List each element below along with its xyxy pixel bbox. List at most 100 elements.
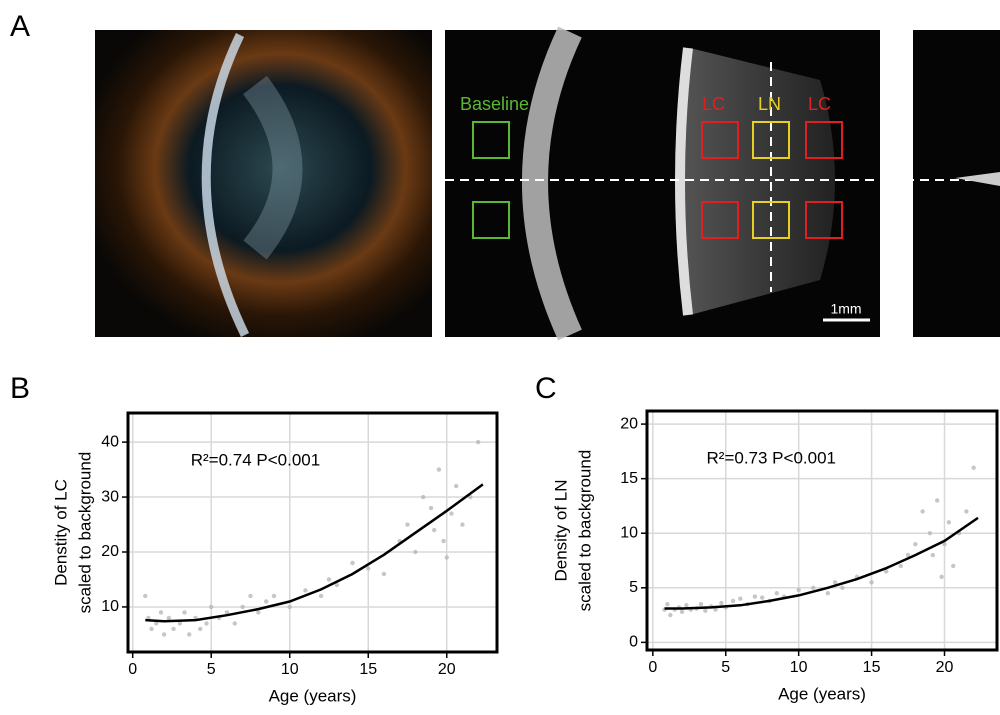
x-tick-label: 20	[438, 661, 456, 678]
plot-area	[128, 413, 497, 652]
data-point	[232, 621, 237, 626]
annotation: R²=0.74 P<0.001	[191, 450, 320, 469]
y-tick-label: 30	[101, 488, 119, 505]
x-tick-label: 10	[281, 661, 299, 678]
data-point	[350, 560, 355, 566]
slit-lamp-photo	[95, 30, 432, 337]
x-tick-label: 15	[863, 659, 881, 676]
data-point	[240, 604, 245, 610]
data-point	[946, 520, 952, 525]
data-point	[421, 494, 426, 500]
lens	[680, 48, 835, 315]
data-point	[920, 509, 925, 514]
x-tick-label: 0	[648, 659, 657, 676]
data-point	[224, 610, 230, 615]
data-point	[760, 595, 765, 600]
data-point	[951, 563, 956, 569]
data-point	[449, 511, 454, 516]
data-point	[913, 541, 918, 547]
roi-box	[701, 121, 739, 159]
y-axis-label: scaled to background	[75, 452, 94, 614]
x-axis-label: Age (years)	[778, 684, 866, 703]
data-point	[366, 566, 371, 571]
data-point	[287, 604, 292, 610]
lens-capsule	[675, 47, 693, 316]
data-point	[177, 621, 183, 626]
roi-box	[752, 121, 790, 159]
data-point	[898, 563, 903, 569]
data-point	[665, 601, 670, 607]
roi-box	[472, 121, 510, 159]
roi-box	[805, 201, 843, 239]
panel-label: B	[10, 372, 30, 405]
annotation: R²=0.73 P<0.001	[707, 448, 836, 467]
data-point	[869, 580, 874, 585]
x-tick-label: 10	[790, 659, 808, 676]
data-point	[303, 588, 308, 593]
x-tick-label: 20	[936, 659, 954, 676]
data-point	[209, 604, 214, 610]
data-point	[738, 596, 743, 601]
x-tick-label: 15	[359, 661, 377, 678]
data-point	[166, 615, 172, 621]
y-axis-label: scaled to background	[575, 450, 594, 612]
data-point	[161, 632, 167, 637]
slit-beam	[201, 33, 250, 337]
data-point	[256, 610, 261, 615]
data-point	[825, 591, 831, 596]
data-point	[171, 626, 176, 632]
plot-frame	[645, 409, 999, 652]
y-axis-label: Density of LN	[551, 479, 570, 581]
fit-curve	[664, 516, 979, 610]
panel-label: A	[10, 10, 30, 43]
roi-box	[472, 201, 510, 239]
data-point	[935, 498, 940, 503]
data-point	[444, 555, 449, 560]
data-point	[413, 549, 418, 555]
fit-curve	[145, 483, 484, 623]
x-tick-label: 5	[721, 659, 730, 676]
data-point	[713, 607, 718, 612]
data-point	[927, 531, 933, 536]
data-point	[263, 599, 269, 604]
data-point	[381, 571, 387, 577]
panel-label: C	[535, 372, 557, 405]
oct-image	[913, 30, 1000, 337]
data-point	[811, 585, 816, 590]
data-point	[971, 465, 976, 470]
data-point	[318, 593, 324, 599]
data-point	[271, 593, 277, 599]
roi-label: LC	[808, 94, 831, 114]
data-point	[883, 569, 889, 574]
data-point	[719, 600, 724, 606]
data-point	[730, 598, 736, 604]
data-point	[460, 522, 465, 527]
data-point	[774, 591, 779, 596]
data-point	[964, 509, 969, 514]
lens-glow	[242, 75, 303, 260]
x-tick-label: 5	[207, 661, 216, 678]
scale-bar-label: 1mm	[830, 301, 861, 317]
y-tick-label: 20	[101, 543, 119, 560]
data-point	[248, 593, 253, 599]
y-tick-label: 15	[620, 470, 638, 487]
y-tick-label: 5	[629, 579, 638, 596]
roi-label: LN	[758, 94, 781, 114]
data-point	[832, 580, 838, 585]
data-point	[441, 538, 446, 544]
y-tick-label: 10	[101, 598, 119, 615]
data-point	[143, 593, 148, 599]
x-tick-label: 0	[128, 661, 137, 678]
data-point	[405, 522, 410, 527]
data-point	[428, 505, 434, 511]
roi-boxes	[472, 121, 843, 239]
data-point	[939, 574, 944, 580]
data-point	[453, 483, 459, 489]
probe	[955, 172, 1000, 186]
data-point	[930, 552, 936, 558]
x-axis-label: Age (years)	[269, 686, 357, 705]
data-point	[436, 467, 442, 472]
y-axis-label: Denstity of LC	[51, 479, 70, 586]
data-point	[796, 587, 801, 593]
data-point	[905, 552, 911, 558]
